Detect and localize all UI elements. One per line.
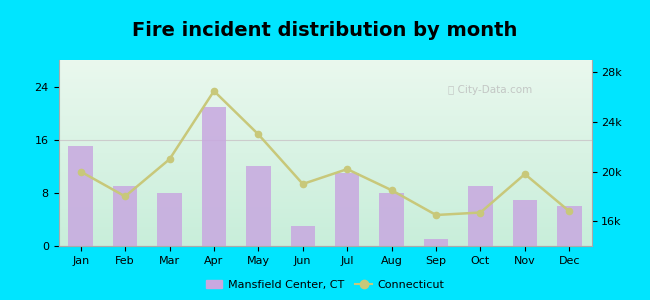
Bar [335, 173, 359, 246]
Bar [113, 186, 137, 246]
Bar [513, 200, 537, 246]
Bar [468, 186, 493, 246]
Legend: Mansfield Center, CT, Connecticut: Mansfield Center, CT, Connecticut [202, 276, 448, 294]
Bar [557, 206, 582, 246]
Bar [246, 166, 270, 246]
Bar [380, 193, 404, 246]
Text: ⓘ City-Data.com: ⓘ City-Data.com [448, 85, 532, 95]
Bar [68, 146, 93, 246]
Bar [202, 106, 226, 246]
Bar [157, 193, 182, 246]
Text: Fire incident distribution by month: Fire incident distribution by month [133, 21, 517, 40]
Bar [291, 226, 315, 246]
Bar [424, 239, 448, 246]
